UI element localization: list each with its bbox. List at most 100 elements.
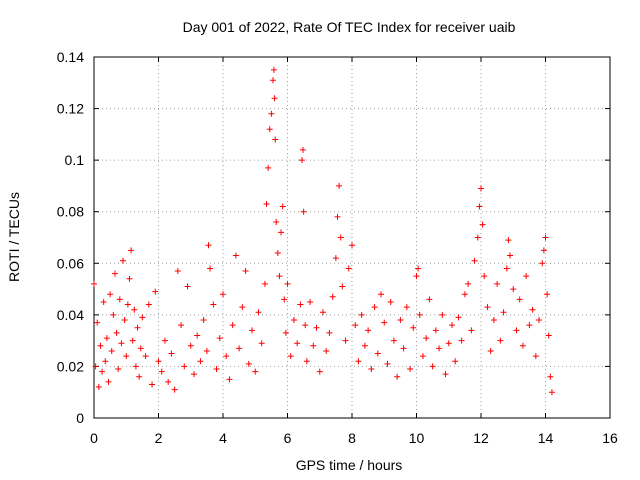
data-point: [184, 283, 191, 290]
data-point: [95, 384, 102, 391]
data-point: [410, 324, 417, 331]
data-point: [297, 301, 304, 308]
data-point: [232, 252, 239, 259]
data-point: [278, 229, 285, 236]
data-point: [334, 213, 341, 220]
data-point: [207, 265, 214, 272]
data-point: [139, 314, 146, 321]
data-point: [242, 268, 249, 275]
data-point: [190, 371, 197, 378]
data-point: [523, 273, 530, 280]
data-point: [319, 309, 326, 316]
y-axis-label: ROTI / TECUs: [6, 192, 22, 282]
data-point: [213, 366, 220, 373]
data-point: [302, 322, 309, 329]
data-point: [276, 273, 283, 280]
data-point: [266, 126, 273, 133]
data-point: [265, 164, 272, 171]
data-point: [210, 301, 217, 308]
data-point: [442, 371, 449, 378]
y-tick-label: 0: [76, 410, 84, 426]
data-point: [279, 203, 286, 210]
data-point: [268, 110, 275, 117]
data-point: [92, 363, 99, 370]
data-point: [436, 345, 443, 352]
data-point: [426, 296, 433, 303]
data-point: [299, 146, 306, 153]
data-point: [349, 242, 355, 249]
data-point: [165, 378, 172, 385]
data-point: [271, 95, 278, 102]
x-tick-label: 4: [219, 430, 227, 446]
data-point: [503, 265, 510, 272]
data-point: [116, 296, 123, 303]
data-point: [374, 350, 381, 357]
data-point: [310, 342, 317, 349]
data-point: [445, 340, 452, 347]
data-point: [342, 337, 349, 344]
data-point: [258, 340, 265, 347]
data-point: [361, 342, 368, 349]
data-point: [474, 234, 481, 241]
data-point: [174, 268, 181, 275]
data-point: [413, 273, 420, 280]
data-point: [547, 373, 554, 380]
data-point: [269, 77, 276, 84]
data-point: [115, 366, 122, 373]
data-point: [187, 342, 194, 349]
data-point: [355, 358, 362, 365]
data-point: [368, 366, 375, 373]
data-point: [97, 342, 104, 349]
data-point: [102, 358, 109, 365]
data-point: [205, 242, 212, 249]
data-point: [387, 298, 394, 305]
data-point: [223, 353, 230, 360]
data-point: [478, 185, 484, 192]
data-point: [131, 306, 138, 313]
data-point: [416, 311, 423, 318]
data-point: [461, 291, 468, 298]
data-point: [539, 260, 546, 267]
x-tick-label: 12: [473, 430, 489, 446]
data-point: [429, 363, 436, 370]
data-point: [284, 280, 291, 287]
data-point: [128, 247, 135, 254]
data-point: [432, 327, 439, 334]
data-point: [448, 322, 455, 329]
data-point: [91, 280, 97, 287]
data-point: [516, 296, 523, 303]
data-point: [118, 340, 125, 347]
data-point: [507, 252, 514, 259]
data-point: [105, 378, 112, 385]
data-point: [439, 311, 446, 318]
data-point: [123, 353, 130, 360]
data-point: [161, 337, 168, 344]
data-point: [220, 291, 226, 298]
data-point: [299, 157, 306, 164]
data-point: [468, 327, 475, 334]
y-tick-label: 0.08: [57, 204, 84, 220]
data-point: [270, 66, 277, 73]
data-point: [316, 368, 323, 375]
data-point: [261, 280, 268, 287]
data-point: [479, 221, 486, 228]
data-point: [108, 347, 115, 354]
data-point: [236, 345, 243, 352]
data-point: [178, 322, 185, 329]
data-point: [142, 353, 149, 360]
data-point: [249, 327, 256, 334]
data-point: [197, 358, 204, 365]
data-point: [181, 363, 188, 370]
data-point: [245, 360, 252, 367]
data-point: [455, 314, 462, 321]
x-tick-label: 8: [348, 430, 356, 446]
data-point: [281, 296, 288, 303]
data-point: [542, 234, 549, 241]
data-point: [126, 275, 133, 282]
data-point: [194, 332, 201, 339]
grid: [94, 57, 610, 418]
data-point: [336, 182, 343, 189]
data-point: [287, 353, 294, 360]
data-point: [358, 311, 365, 318]
data-point: [487, 347, 494, 354]
